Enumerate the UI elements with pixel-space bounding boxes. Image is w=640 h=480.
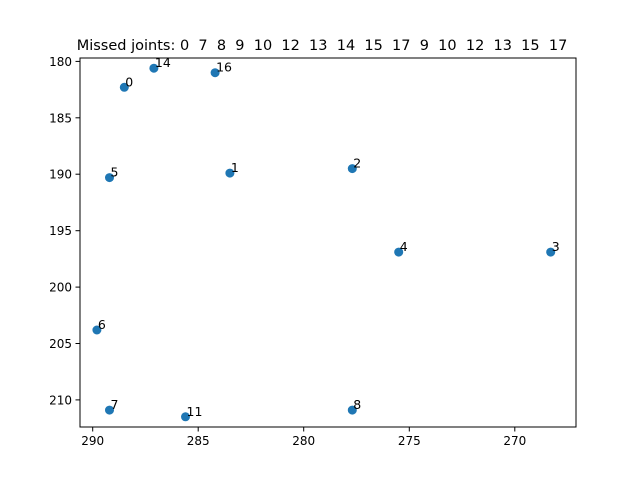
points-layer: 0 14 16 1 2 5 4 3 6 7 11 8 [92, 55, 560, 422]
data-point-3 [546, 247, 556, 257]
data-point-7 [105, 405, 114, 415]
x-tick-label-275: 275 [398, 434, 421, 448]
y-tick-label-205: 205 [49, 337, 72, 351]
y-tick-label-185: 185 [49, 111, 72, 125]
x-tick-label-280: 280 [292, 434, 315, 448]
point-label-11: 11 [187, 404, 203, 419]
data-point-0 [119, 82, 129, 92]
point-label-0: 0 [125, 74, 133, 89]
x-tick-label-285: 285 [187, 434, 210, 448]
point-label-3: 3 [552, 239, 560, 254]
data-point-2 [347, 164, 357, 174]
point-label-6: 6 [98, 317, 106, 332]
data-point-16 [210, 68, 220, 78]
data-point-11 [181, 412, 190, 422]
data-point-5 [105, 173, 114, 183]
point-label-16: 16 [216, 60, 232, 75]
data-point-14 [149, 63, 159, 73]
point-label-8: 8 [353, 397, 361, 412]
data-point-1 [225, 168, 235, 178]
chart-title: Missed joints: 0 7 8 9 10 12 13 14 15 17… [77, 38, 568, 54]
plot-area-frame [79, 57, 577, 428]
point-label-7: 7 [111, 397, 119, 412]
y-tick-label-190: 190 [49, 168, 72, 182]
point-label-4: 4 [400, 239, 408, 254]
point-label-14: 14 [155, 55, 171, 70]
point-label-5: 5 [111, 165, 119, 180]
y-tick-label-195: 195 [49, 224, 72, 238]
point-label-2: 2 [353, 156, 361, 171]
y-tick-label-180: 180 [49, 55, 72, 69]
y-axis-ticks: 180 185 190 195 200 205 210 [49, 55, 80, 407]
x-tick-label-290: 290 [81, 434, 104, 448]
data-point-4 [394, 247, 404, 257]
x-axis-ticks: 290 285 280 275 270 [81, 427, 526, 448]
y-tick-label-200: 200 [49, 281, 72, 295]
data-point-6 [92, 325, 102, 335]
data-point-8 [347, 405, 357, 415]
x-tick-label-270: 270 [503, 434, 526, 448]
y-tick-label-210: 210 [49, 393, 72, 407]
point-label-1: 1 [231, 160, 239, 175]
